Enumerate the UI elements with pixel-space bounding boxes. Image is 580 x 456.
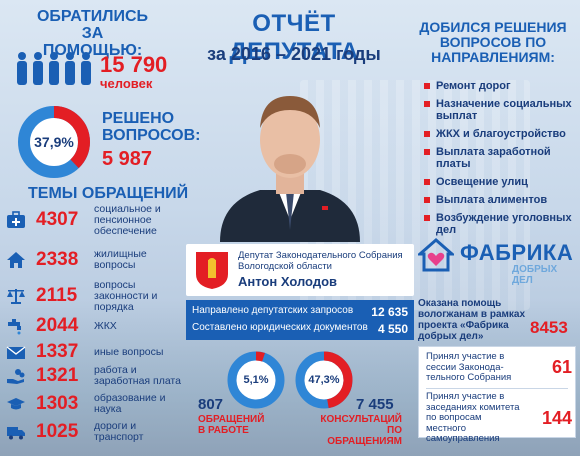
coat-of-arms-icon (196, 252, 228, 289)
stat-value: 12 635 (371, 305, 408, 319)
topic-item: 4307 социальное и пенсионное обеспечение (4, 202, 204, 237)
achieved-item: ЖКХ и благоустройство (424, 128, 574, 140)
participation-value: 144 (541, 407, 572, 428)
asked-value: 15 790 (100, 52, 168, 77)
achieved-item: Выплата алиментов (424, 194, 574, 206)
deputy-portrait (220, 96, 360, 242)
achieved-list: Ремонт дорог Назначение социальных выпла… (424, 80, 574, 242)
fabrika-house-heart-icon (418, 238, 454, 272)
achieved-title: ДОБИЛСЯ РЕШЕНИЯ ВОПРОСОВ ПО НАПРАВЛЕНИЯМ… (419, 19, 567, 65)
topic-item: 2338 жилищные вопросы (4, 246, 204, 274)
topic-value: 1321 (36, 365, 79, 386)
in-work-value: 807 (198, 396, 224, 413)
divider (426, 388, 568, 389)
fabrika-title: ФАБРИКА (460, 240, 574, 265)
participation-row: Принял участие в сессии Законода-тельног… (426, 351, 572, 384)
topic-value: 2115 (36, 285, 78, 306)
achieved-item: Освещение улиц (424, 176, 574, 188)
topic-label: работа и заработная плата (94, 364, 181, 387)
deputy-name: Антон Холодов (238, 274, 337, 289)
house-icon (4, 250, 28, 270)
stat-label: Составлено юридических документов (192, 322, 368, 333)
topic-value: 4307 (36, 209, 79, 230)
coins-hand-icon (4, 366, 28, 386)
graduation-cap-icon (4, 394, 28, 414)
faucet-icon (4, 316, 28, 336)
participation-value: 61 (551, 357, 572, 378)
deputy-description: Депутат Законодательного Собрания Волого… (238, 250, 403, 272)
consultations-percent-label: 47,3% (308, 374, 340, 386)
topic-value: 2338 (36, 249, 79, 270)
topic-label: вопросы законности и порядка (94, 278, 158, 313)
help-value: 8453 (530, 318, 568, 337)
asked-unit: человек (100, 76, 153, 91)
topic-label: ЖКХ (94, 319, 117, 332)
envelope-icon (4, 342, 28, 362)
topic-item: 1303 образование и наука (4, 390, 204, 418)
topic-item: 1321 работа и заработная плата (4, 362, 204, 390)
achieved-item: Ремонт дорог (424, 80, 574, 92)
topic-item: 2115 вопросы законности и порядка (4, 278, 204, 313)
participation-text: Принял участие в заседаниях комитета по … (426, 391, 520, 444)
fabrika-subtitle: ДОБРЫХ ДЕЛ (512, 264, 558, 286)
topic-item: 1337 иные вопросы (4, 338, 204, 366)
topic-label: образование и наука (94, 392, 166, 415)
solved-value: 5 987 (102, 148, 153, 170)
consultations-percent-ring (295, 351, 353, 409)
topic-value: 1025 (36, 421, 79, 442)
topic-label: социальное и пенсионное обеспечение (94, 202, 161, 237)
participation-text: Принял участие в сессии Законода-тельног… (426, 351, 512, 383)
achieved-item: Возбуждение уголовных дел (424, 212, 574, 236)
people-group-icon (17, 52, 91, 85)
page-subtitle: за 2016 – 2021 годы (207, 44, 381, 64)
stat-value: 4 550 (377, 322, 408, 336)
topic-item: 2044 ЖКХ (4, 312, 204, 340)
topic-label: дороги и транспорт (94, 420, 144, 443)
topics-title: ТЕМЫ ОБРАЩЕНИЙ (28, 185, 189, 202)
help-text: Оказана помощь вологжанам в рамках проек… (418, 298, 526, 342)
in-work-percent-label: 5,1% (243, 374, 269, 386)
stat-row: Составлено юридических документов 4 550 (192, 322, 408, 336)
medkit-icon (4, 210, 28, 230)
page-title: ОТЧЁТ ДЕПУТАТА (229, 10, 359, 65)
in-work-label: ОБРАЩЕНИЙ В РАБОТЕ (198, 414, 265, 436)
stat-row: Направлено депутатских запросов 12 635 (192, 305, 408, 319)
topic-value: 2044 (36, 315, 79, 336)
consultations-value: 7 455 (356, 396, 394, 413)
participation-row: Принял участие в заседаниях комитета по … (426, 391, 572, 445)
topic-label: жилищные вопросы (94, 248, 147, 271)
achieved-item: Выплата заработной платы (424, 146, 574, 170)
topic-value: 1303 (36, 393, 79, 414)
solved-title: РЕШЕНО ВОПРОСОВ: (102, 110, 201, 144)
scales-icon (4, 286, 28, 306)
topic-value: 1337 (36, 341, 79, 362)
truck-icon (4, 422, 28, 442)
stats-box: Направлено депутатских запросов 12 635 С… (186, 300, 414, 340)
consultations-label: КОНСУЛЬТАЦИЙ ПО ОБРАЩЕНИЯМ (320, 414, 402, 447)
solved-percent-label: 37,9% (34, 134, 74, 150)
achieved-item: Назначение социальных выплат (424, 98, 574, 122)
topic-label: иные вопросы (94, 345, 164, 358)
in-work-percent-ring (227, 351, 285, 409)
solved-percent-ring (18, 106, 90, 178)
participation-box (418, 346, 576, 438)
stat-label: Направлено депутатских запросов (192, 305, 354, 316)
topic-item: 1025 дороги и транспорт (4, 418, 204, 446)
